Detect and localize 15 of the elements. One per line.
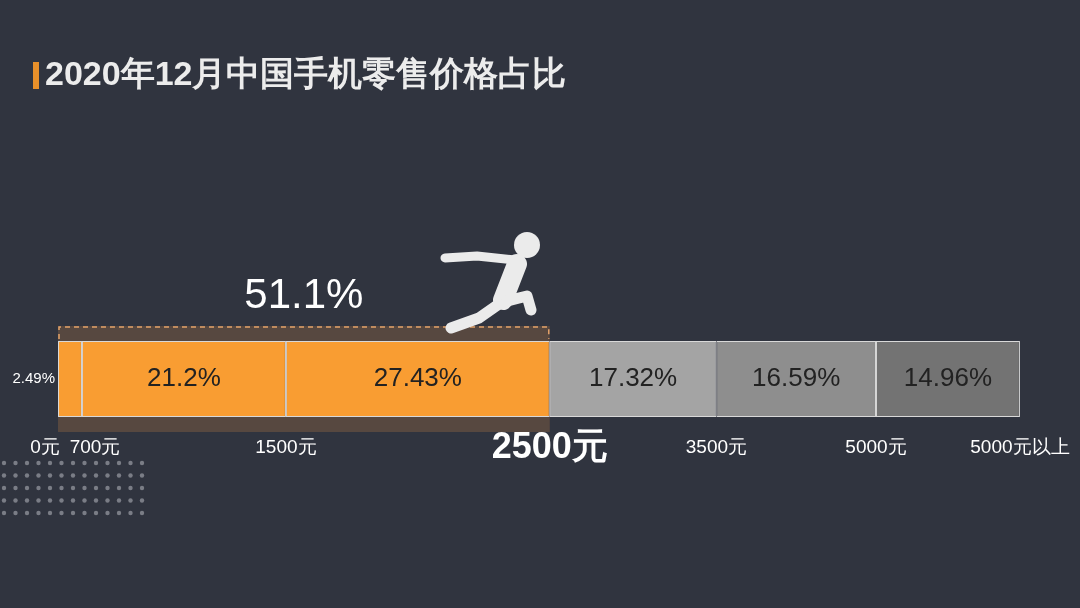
data-label: 16.59% [752, 362, 841, 393]
chart-title: 2020年12月中国手机零售价格占比 [45, 54, 567, 93]
text: 3500元 [685, 436, 748, 458]
data-label: 21.2% [147, 362, 221, 393]
text: 5000元以上 [970, 436, 1070, 458]
data-label: 14.96% [903, 362, 993, 393]
text: 1500元 [255, 436, 317, 458]
text: 700元 [69, 436, 121, 458]
text: 2500元 [491, 424, 608, 466]
data-label: 27.43% [373, 362, 462, 393]
data-label: 2.49% [12, 369, 55, 387]
text: 0元 [30, 436, 60, 458]
text: 5000元 [845, 436, 907, 458]
data-label: 17.32% [588, 362, 678, 393]
band-label: 51.1% [244, 269, 364, 317]
